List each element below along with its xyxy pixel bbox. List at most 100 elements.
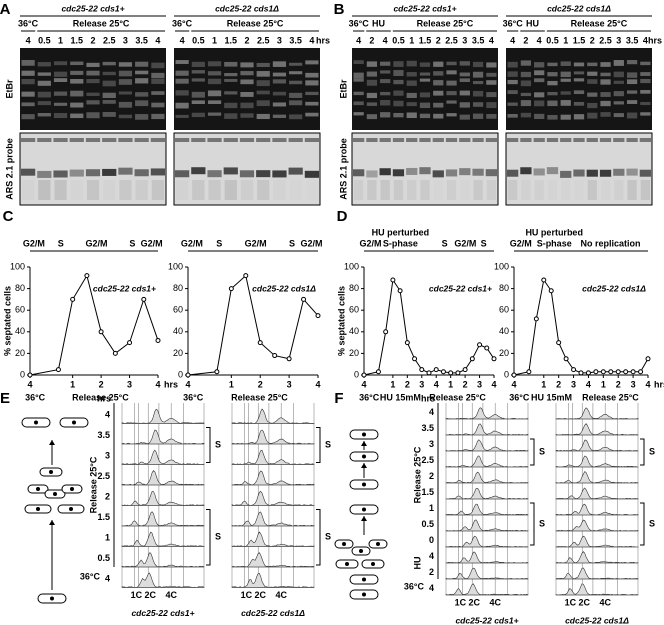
stain-label: ARS 2.1 probe [4,138,14,200]
lane-label: 2.5 [445,35,458,45]
lane-label: 0.5 [192,35,205,45]
stain-label: EtBr [338,79,348,98]
blot-band [239,170,255,178]
phase-label: S [129,238,135,248]
histogram [445,567,529,580]
phase-label: S-phase [383,238,418,248]
gel-band [560,91,571,95]
y-tick-label: 0 [178,369,183,379]
phase-label: S [481,238,487,248]
condition-label: 36°C [509,392,530,402]
blot-band [256,170,271,178]
phase-label: HU perturbed [372,227,430,237]
blot-smear [176,180,189,200]
data-point [361,372,367,378]
gel-band [353,91,364,96]
gel-band [446,91,457,96]
lane-label: 2 [436,35,441,45]
gel-band [207,61,222,67]
data-point [375,369,381,375]
nucleus [362,454,366,459]
blot-smear [521,180,531,200]
data-point [397,288,403,294]
gel-band [419,78,431,82]
nucleus [49,470,53,474]
lane-label: 1 [58,35,63,45]
lane-label: 4 [309,35,314,45]
data-point [484,345,490,351]
gel-band [256,90,270,95]
y-tick-label: 80 [15,283,25,293]
lane-label: 1.5 [71,35,84,45]
gel-band [419,92,431,98]
strain-annotation: cdc25-22 cds1+ [429,283,492,293]
gel-band [587,79,598,84]
blot-well [432,138,444,142]
blot-band [191,167,206,175]
data-point [70,296,76,302]
data-point [286,356,292,362]
unit-label: hrs [421,393,435,403]
time-label: 2 [429,471,434,481]
gel-band [21,60,35,66]
y-tick-label: 20 [499,348,509,358]
blot-band [445,169,458,177]
blot-smear [71,180,83,200]
gel-band [240,102,254,109]
y-tick-label: 100 [494,261,509,271]
gel-band [600,112,611,117]
gel-band [118,79,133,85]
ploidy-label: 2C [468,597,480,607]
strain-caption: cdc25-22 cds1Δ [241,608,305,618]
gel-band [560,78,571,82]
time-label: 3.5 [421,423,434,433]
gel-band [256,100,270,107]
nucleus [362,482,366,487]
lane-label: 2.5 [257,35,270,45]
blot-smear [380,180,390,200]
x-tick-label: 4 [645,379,650,389]
gel-band [191,78,205,82]
gel-band [520,92,532,97]
blot-well [533,138,545,142]
gel-band [587,112,598,119]
group-label: HU [412,557,422,570]
gel-band [256,62,270,67]
y-axis-label: % septated cells [2,286,12,356]
blot-smear [354,180,364,200]
data-point [127,340,133,346]
blot-smear [420,180,430,200]
lane-label: 3.5 [472,35,485,45]
condition-label: HU [526,18,539,28]
blot-well [175,138,190,142]
blot-band [472,168,484,176]
y-tick-label: 80 [349,283,359,293]
blot-smear [103,180,116,200]
gel-band [240,113,254,118]
y-tick-label: 80 [499,283,509,293]
gel-band [240,62,254,68]
histogram [445,535,529,548]
group-label: Release 25°C [412,446,422,503]
gel-band [118,101,133,108]
gel-band [406,92,417,98]
x-tick-label: 4 [155,379,160,389]
data-point [563,356,569,362]
gel-band [380,100,391,106]
lane-label: 2 [244,35,249,45]
time-label: 4 [105,410,110,420]
gel-band [21,70,35,76]
phase-label: G2/M [454,238,476,248]
gel-band [102,61,116,66]
blot-band [53,170,68,178]
histogram [555,439,639,452]
nucleus [362,577,366,582]
data-point [511,372,517,378]
gel-band [406,72,417,77]
blot-smear [640,180,650,200]
condition-label: Release 25°C [429,392,486,402]
gel-band [272,72,287,77]
x-tick-label: 1 [601,379,606,389]
lane-label: 1 [409,35,414,45]
lane-label: 4 [489,35,494,45]
